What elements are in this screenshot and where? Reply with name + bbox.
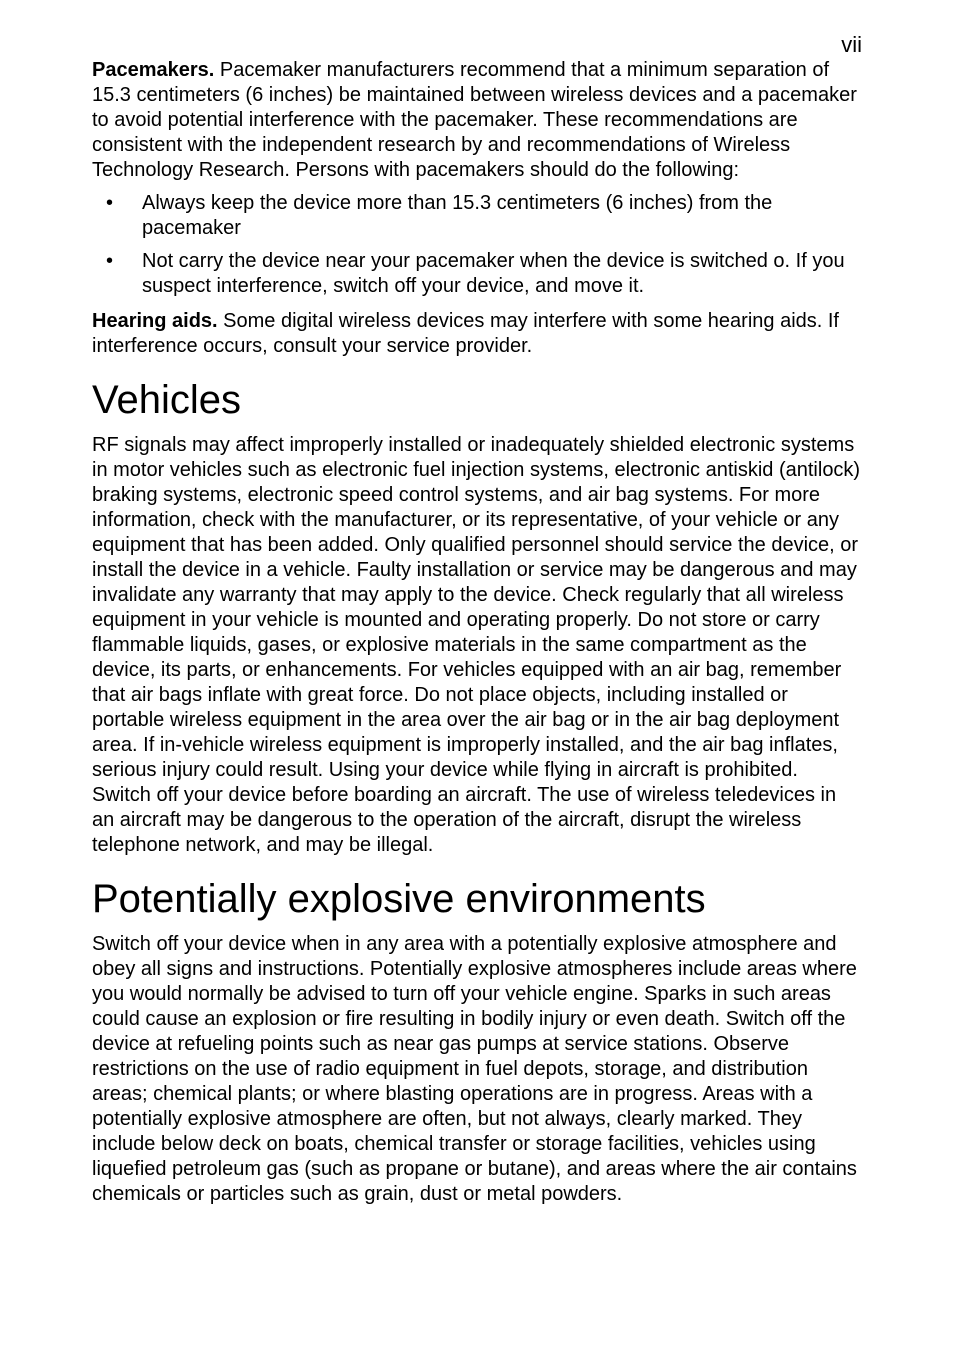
vehicles-paragraph: RF signals may affect improperly install… (92, 433, 862, 858)
pacemakers-bullets: Always keep the device more than 15.3 ce… (92, 191, 862, 299)
pacemakers-paragraph: Pacemakers. Pacemaker manufacturers reco… (92, 58, 862, 183)
explosive-paragraph: Switch off your device when in any area … (92, 932, 862, 1207)
pacemakers-runin: Pacemakers. (92, 59, 214, 81)
bullet-item: Not carry the device near your pacemaker… (92, 249, 862, 299)
hearing-aids-runin: Hearing aids. (92, 310, 218, 332)
bullet-item: Always keep the device more than 15.3 ce… (92, 191, 862, 241)
document-page: vii Pacemakers. Pacemaker manufacturers … (0, 0, 954, 1369)
page-number: vii (841, 32, 862, 58)
explosive-heading: Potentially explosive environments (92, 876, 862, 922)
vehicles-heading: Vehicles (92, 377, 862, 423)
hearing-aids-paragraph: Hearing aids. Some digital wireless devi… (92, 309, 862, 359)
